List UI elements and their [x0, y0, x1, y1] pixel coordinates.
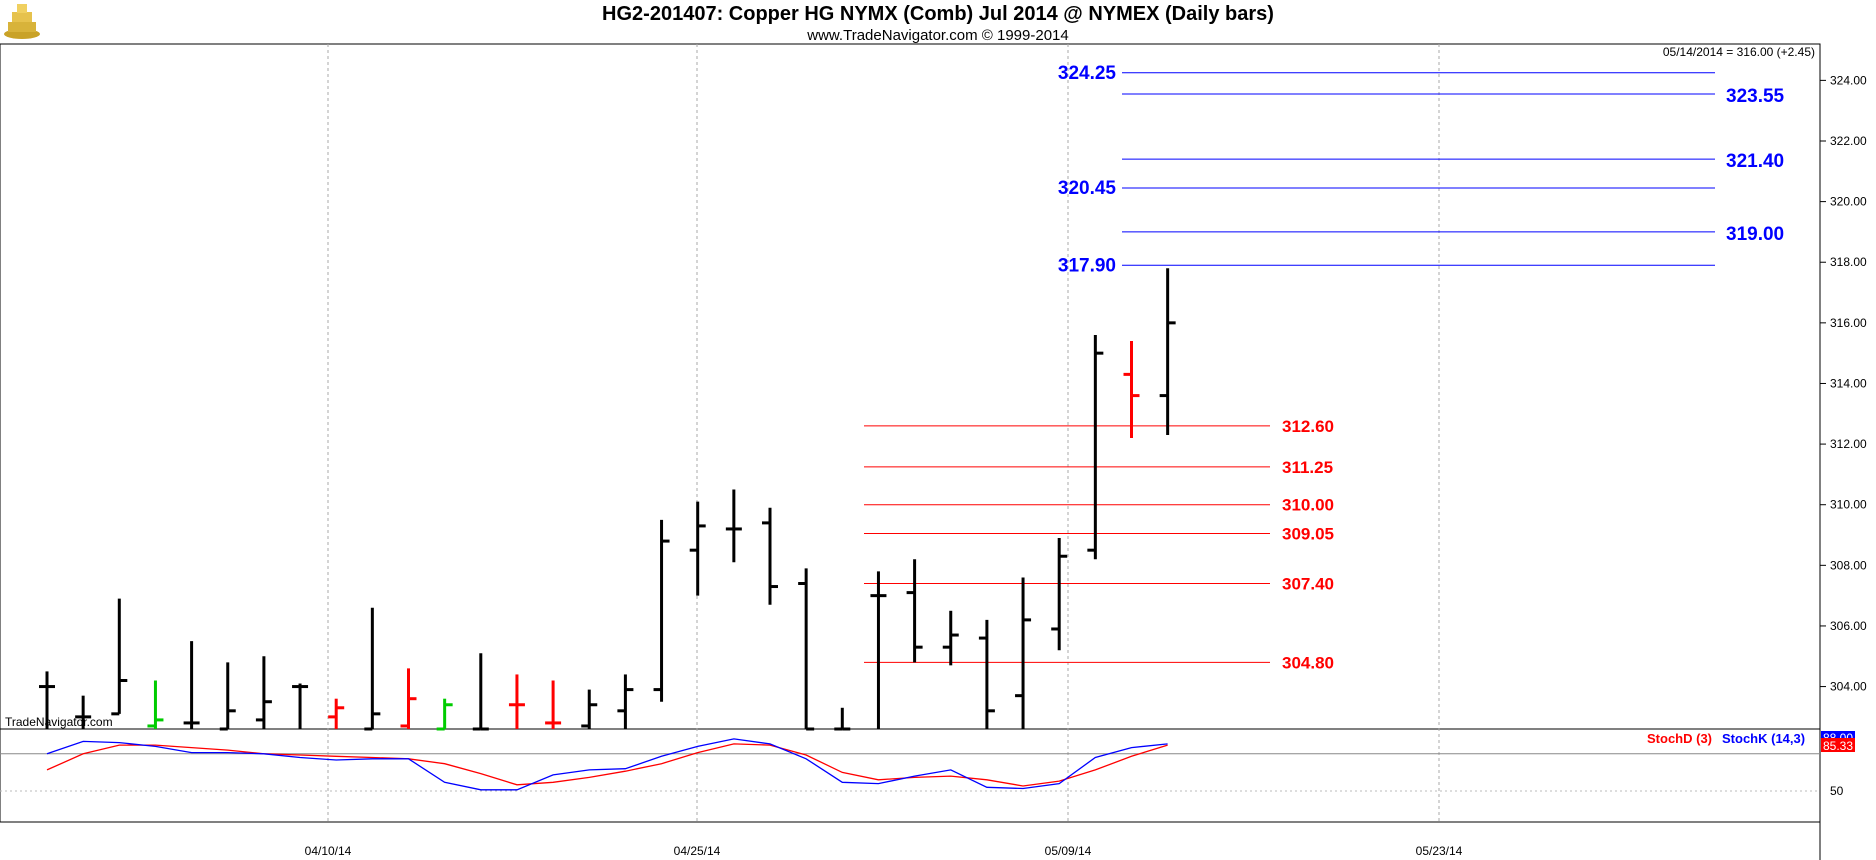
ohlc-bar: [219, 662, 236, 731]
ohlc-bar: [328, 698, 345, 729]
ohlc-bar: [147, 680, 164, 729]
resistance-label: 324.25: [1058, 63, 1117, 84]
ohlc-bar: [762, 507, 778, 605]
ohlc-bar: [1051, 538, 1068, 651]
chart-title: HG2-201407: Copper HG NYMX (Comb) Jul 20…: [602, 3, 1274, 25]
date-axis: 04/10/14 04/25/14 05/09/14 05/23/14: [305, 844, 1463, 858]
ohlc-bar: [1087, 334, 1104, 560]
support-label: 312.60: [1282, 417, 1334, 436]
support-label: 310.00: [1282, 496, 1334, 515]
ohlc-bar: [508, 674, 525, 729]
ohlc-bar: [472, 653, 489, 731]
ohlc-bar: [581, 689, 598, 729]
ohlc-bar: [617, 674, 634, 729]
ohlc-bar: [834, 707, 851, 731]
ohlc-bar: [653, 519, 670, 702]
price-tick-label: 312.00: [1830, 437, 1867, 451]
price-bars: [39, 268, 1176, 731]
date-tick-label: 04/10/14: [305, 844, 352, 858]
price-tick-label: 318.00: [1830, 255, 1867, 269]
resistance-label: 317.90: [1058, 255, 1116, 276]
ohlc-bar: [1159, 268, 1176, 435]
ohlc-bar: [978, 619, 995, 729]
price-tick-label: 310.00: [1830, 498, 1867, 512]
ohlc-bar: [798, 568, 815, 731]
resistance-levels: 324.25 323.55 321.40 320.45 319.00 317.90: [1058, 63, 1785, 276]
ohlc-bar: [183, 641, 200, 729]
price-panel: [0, 43, 1821, 730]
stoch-series-line: [46, 738, 1168, 791]
stoch-d-badge-text: 85.33: [1823, 739, 1853, 753]
vertical-gridlines: [327, 44, 1440, 822]
stochastic-lines: 50: [0, 738, 1844, 798]
ohlc-bar: [942, 610, 959, 666]
support-label: 307.40: [1282, 575, 1334, 594]
ohlc-bar: [39, 671, 55, 729]
stochastic-panel: [0, 728, 1821, 823]
ohlc-bar: [364, 607, 381, 731]
date-tick-label: 05/09/14: [1045, 844, 1092, 858]
ohlc-bar: [111, 598, 128, 716]
support-levels: 312.60 311.25 310.00 309.05 307.40 304.80: [864, 417, 1334, 672]
price-tick-label: 306.00: [1830, 619, 1867, 633]
support-label: 304.80: [1282, 653, 1334, 672]
price-tick-label: 308.00: [1830, 558, 1867, 572]
chart-subtitle: www.TradeNavigator.com © 1999-2014: [806, 27, 1068, 44]
ohlc-bar: [906, 559, 923, 663]
last-value-readout: 05/14/2014 = 316.00 (+2.45): [1663, 45, 1815, 59]
ohlc-bar: [436, 698, 453, 731]
price-tick-label: 324.00: [1830, 73, 1867, 87]
ohlc-bar: [400, 668, 417, 729]
legend-stoch-k: StochK (14,3): [1722, 731, 1805, 746]
resistance-label: 323.55: [1726, 86, 1785, 107]
price-tick-label: 322.00: [1830, 134, 1867, 148]
price-tick-label: 314.00: [1830, 376, 1867, 390]
resistance-label: 321.40: [1726, 151, 1784, 172]
ohlc-bar: [1123, 341, 1140, 439]
ohlc-bar: [545, 680, 562, 729]
stoch-tick-label: 50: [1830, 784, 1844, 798]
ohlc-bar: [1015, 577, 1032, 729]
resistance-label: 319.00: [1726, 224, 1784, 245]
ohlc-bar: [689, 501, 706, 596]
stoch-series-line: [46, 743, 1168, 787]
legend-stoch-d: StochD (3): [1647, 731, 1712, 746]
ohlc-bar: [255, 656, 272, 729]
date-tick-label: 05/23/14: [1416, 844, 1463, 858]
ohlc-bar: [725, 489, 742, 563]
app-logo-icon: [4, 4, 40, 39]
resistance-label: 320.45: [1058, 178, 1117, 199]
support-label: 311.25: [1282, 458, 1333, 477]
watermark-text: TradeNavigator.com: [5, 715, 113, 729]
price-tick-label: 320.00: [1830, 195, 1867, 209]
ohlc-bar: [75, 695, 92, 729]
price-axis: 304.00 306.00 308.00 310.00 312.00 314.00 316.…: [1820, 73, 1867, 694]
date-tick-label: 04/25/14: [674, 844, 721, 858]
price-tick-label: 316.00: [1830, 316, 1867, 330]
support-label: 309.05: [1282, 525, 1334, 544]
ohlc-bar: [870, 571, 887, 729]
ohlc-bar: [292, 683, 309, 729]
price-tick-label: 304.00: [1830, 680, 1867, 694]
stoch-d-badge: 85.33: [1821, 738, 1855, 753]
